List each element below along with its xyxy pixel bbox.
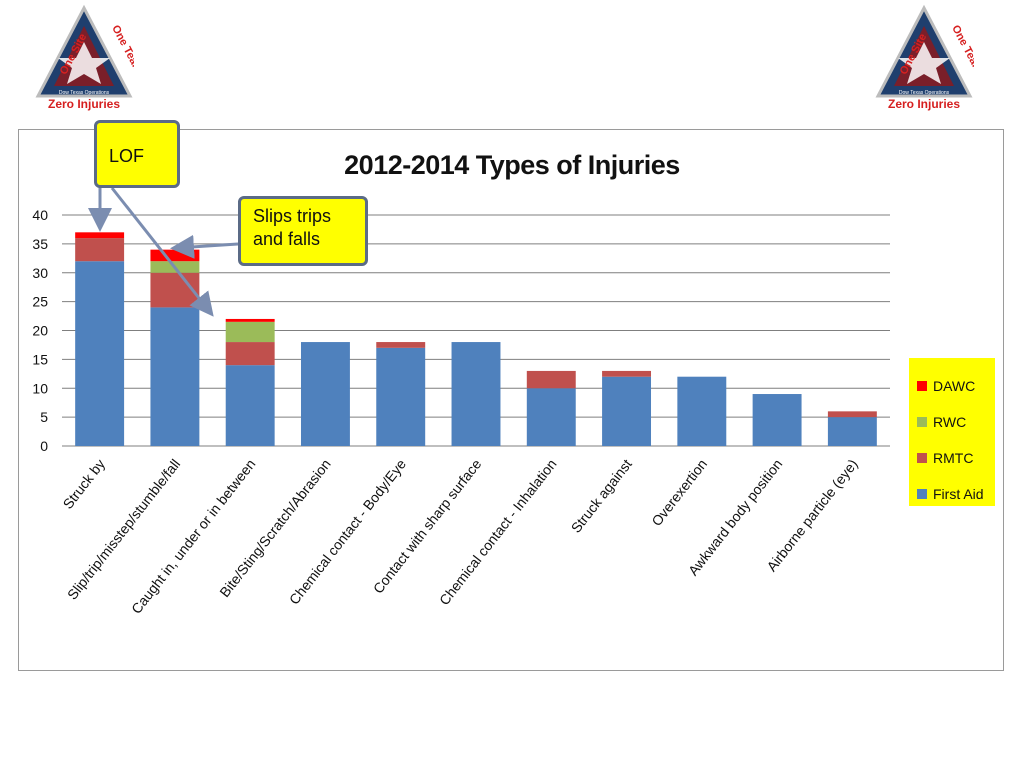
bar-segment-first-aid [300, 342, 350, 446]
x-axis-labels: Struck bySlip/trip/misstep/stumble/fallC… [59, 456, 860, 617]
slips-arrow [170, 234, 239, 259]
legend-item: RMTC [917, 440, 995, 476]
legend-label: DAWC [933, 378, 976, 394]
legend-item: RWC [917, 404, 995, 440]
callout-arrows [88, 186, 239, 317]
y-tick-label: 30 [32, 265, 48, 281]
legend-swatch [917, 453, 927, 463]
y-tick-label: 10 [32, 380, 48, 396]
slips-trips-falls-callout: Slips trips and falls [238, 196, 368, 266]
y-tick-label: 40 [32, 207, 48, 223]
y-tick-label: 20 [32, 323, 48, 339]
y-tick-label: 35 [32, 236, 48, 252]
svg-text:Zero Injuries: Zero Injuries [888, 97, 960, 111]
bar-segment-first-aid [526, 388, 576, 446]
svg-text:Dow Texas Operations: Dow Texas Operations [899, 90, 950, 96]
bar-segment-first-aid [752, 394, 802, 446]
bars [75, 232, 877, 446]
y-axis-ticks: 0 5 10 15 20 25 30 35 40 [32, 207, 48, 454]
legend-label: First Aid [933, 486, 984, 502]
legend-swatch [917, 381, 927, 391]
y-tick-label: 15 [32, 351, 48, 367]
bar-segment-first-aid [451, 342, 501, 446]
x-category-label: Overexertion [648, 456, 710, 529]
bar-segment-first-aid [602, 376, 652, 446]
bar-segment-first-aid [677, 376, 727, 446]
legend-label: RWC [933, 414, 967, 430]
bar-segment-first-aid [75, 261, 125, 446]
chart-title: 2012-2014 Types of Injuries [344, 150, 680, 180]
svg-text:Zero Injuries: Zero Injuries [48, 97, 120, 111]
bar-segment-rmtc [526, 370, 576, 389]
slips-callout-line2: and falls [253, 229, 321, 249]
lof-callout-text: LOF [109, 146, 145, 166]
x-category-label: Caught in, under or in between [128, 456, 258, 617]
y-tick-label: 25 [32, 294, 48, 310]
bar-segment-rmtc [75, 238, 125, 262]
bar-segment-rmtc [827, 411, 877, 418]
bar-segment-first-aid [827, 417, 877, 446]
x-category-label: Struck by [59, 456, 108, 512]
legend-label: RMTC [933, 450, 974, 466]
svg-text:Dow Texas Operations: Dow Texas Operations [59, 90, 110, 96]
one-site-one-team-logo-right: One Site One Team Dow Texas Operations Z… [875, 4, 974, 111]
one-site-one-team-logo-left: One Site One Team Dow Texas Operations Z… [35, 4, 134, 111]
y-tick-label: 0 [40, 438, 48, 454]
slips-callout-line1: Slips trips [253, 206, 332, 226]
bar-segment-first-aid [376, 347, 426, 446]
legend-swatch [917, 489, 927, 499]
lof-callout: LOF [94, 120, 180, 188]
legend-item: First Aid [917, 476, 995, 512]
chart-legend: DAWC RWC RMTC First Aid [909, 358, 995, 506]
lof-arrow-caught-in [110, 187, 214, 317]
x-category-label: Struck against [568, 456, 635, 536]
legend-swatch [917, 417, 927, 427]
bar-segment-first-aid [225, 365, 275, 446]
y-tick-label: 5 [40, 409, 48, 425]
bar-segment-first-aid [150, 307, 200, 446]
bar-segment-rmtc [225, 342, 275, 366]
legend-item: DAWC [917, 368, 995, 404]
bar-segment-dawc [75, 232, 125, 239]
bar-segment-rmtc [602, 370, 652, 377]
bar-segment-dawc [150, 249, 200, 262]
bar-segment-rwc [225, 321, 275, 343]
bar-segment-rmtc [376, 342, 426, 348]
bar-segment-dawc [225, 318, 275, 322]
